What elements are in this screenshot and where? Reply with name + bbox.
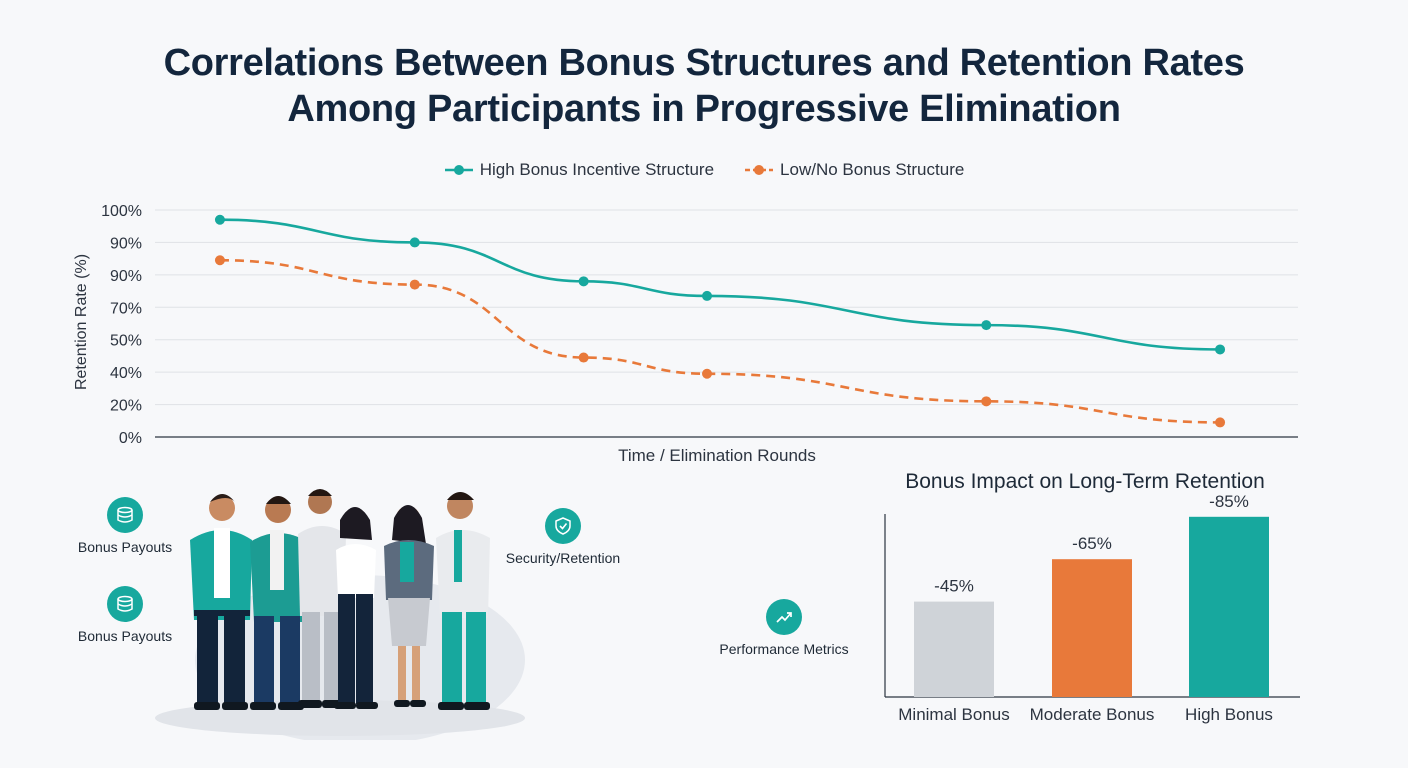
data-point-low-bonus — [702, 368, 713, 379]
legend: High Bonus Incentive Structure Low/No Bo… — [0, 160, 1408, 180]
shield-check-icon — [545, 508, 581, 544]
data-point-low-bonus — [1215, 417, 1226, 428]
bar-moderate-bonus — [1052, 559, 1132, 697]
data-point-high-bonus — [214, 214, 225, 225]
y-tick-label: 70% — [110, 300, 142, 317]
performance-metrics-label: Performance Metrics — [719, 641, 849, 657]
y-tick-label: 50% — [110, 333, 142, 350]
legend-item-low: Low/No Bonus Structure — [744, 160, 964, 180]
y-tick-label: 90% — [110, 235, 142, 252]
coins-icon — [107, 497, 143, 533]
bar-category-label: High Bonus — [1185, 705, 1273, 724]
data-point-low-bonus — [578, 352, 589, 363]
series-line-low-bonus — [219, 258, 1221, 424]
coins-icon — [107, 586, 143, 622]
bar-data-label: -65% — [1072, 534, 1112, 553]
bar-data-label: -45% — [934, 577, 974, 596]
y-tick-label: 0% — [119, 430, 142, 447]
y-tick-label: 40% — [110, 365, 142, 382]
y-tick-label: 90% — [110, 268, 142, 285]
data-point-low-bonus — [214, 255, 225, 266]
legend-label-low: Low/No Bonus Structure — [780, 160, 965, 179]
bonus-payouts-label-1: Bonus Payouts — [77, 539, 173, 555]
security-retention-label: Security/Retention — [505, 550, 621, 566]
data-point-low-bonus — [981, 396, 992, 407]
performance-metrics-callout: Performance Metrics — [712, 599, 856, 657]
x-axis-label: Time / Elimination Rounds — [618, 446, 816, 465]
trend-up-icon — [766, 599, 802, 635]
y-tick-label: 20% — [110, 398, 142, 415]
bar-chart-title: Bonus Impact on Long-Term Retention — [905, 470, 1265, 493]
data-point-high-bonus — [702, 290, 713, 301]
legend-item-high: High Bonus Incentive Structure — [444, 160, 714, 180]
data-point-high-bonus — [578, 276, 589, 287]
data-point-high-bonus — [981, 320, 992, 331]
line-chart: 0% 20% 40% 50% 70% 90% 90% 100% — [101, 203, 1298, 447]
bar-data-label: -85% — [1209, 492, 1249, 511]
legend-label-high: High Bonus Incentive Structure — [479, 160, 715, 179]
bonus-payouts-callout-1: Bonus Payouts — [60, 497, 190, 555]
team-illustration-icon — [155, 489, 525, 740]
legend-swatch-high — [444, 165, 473, 175]
data-point-high-bonus — [1215, 344, 1226, 355]
bar-category-label: Moderate Bonus — [1030, 705, 1155, 724]
chart-title: Correlations Between Bonus Structures an… — [0, 40, 1408, 132]
data-point-high-bonus — [409, 237, 420, 248]
bar-high-bonus — [1189, 516, 1269, 697]
title-line-2: Among Participants in Progressive Elimin… — [287, 88, 1121, 130]
bonus-payouts-label-2: Bonus Payouts — [77, 628, 173, 644]
title-line-1: Correlations Between Bonus Structures an… — [163, 42, 1245, 84]
data-point-low-bonus — [409, 279, 420, 290]
series-line-high-bonus — [219, 218, 1221, 351]
security-retention-callout: Security/Retention — [497, 508, 629, 566]
bar-minimal-bonus — [914, 601, 994, 697]
y-tick-label: 100% — [101, 203, 142, 220]
legend-swatch-low — [745, 165, 774, 175]
bar-category-label: Minimal Bonus — [898, 705, 1010, 724]
bonus-payouts-callout-2: Bonus Payouts — [60, 586, 190, 644]
